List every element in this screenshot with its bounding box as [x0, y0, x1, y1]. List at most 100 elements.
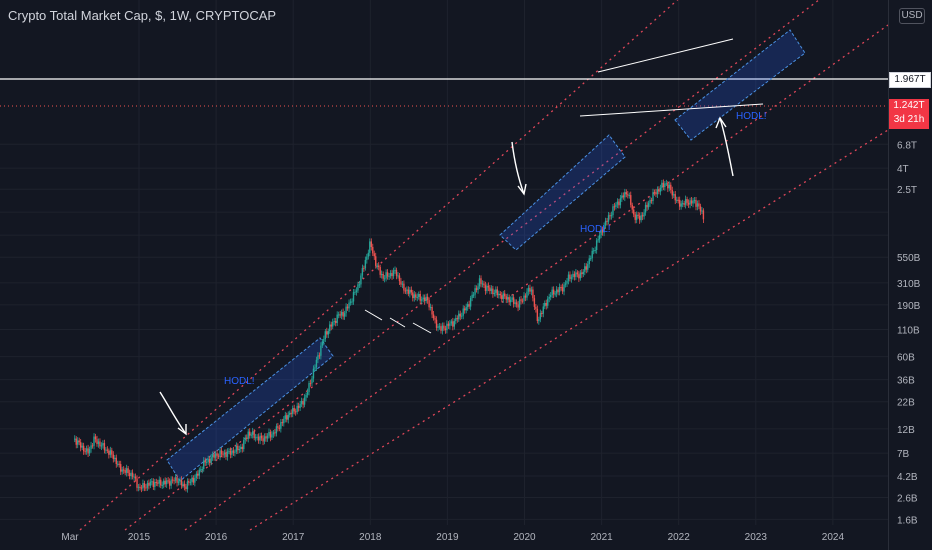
hodl-label: HODL!	[580, 224, 611, 235]
candle-body	[413, 294, 415, 299]
candle-body	[247, 431, 249, 439]
x-tick-label: 2022	[668, 532, 691, 543]
candle-body	[698, 203, 700, 207]
candle-body	[266, 435, 269, 439]
hodl-channel-box	[674, 29, 806, 141]
candle-body	[122, 469, 125, 471]
candle-body	[269, 431, 272, 438]
candle-body	[326, 331, 328, 335]
candle-body	[256, 436, 258, 438]
candle-body	[188, 481, 190, 483]
y-tick-label: 1.6B	[897, 515, 918, 526]
x-tick-label: 2018	[359, 532, 382, 543]
candle-body	[397, 275, 399, 277]
candle-body	[429, 306, 432, 308]
candle-body	[253, 431, 255, 438]
arrow-icon	[511, 141, 525, 195]
candle-body	[504, 293, 506, 297]
candle-body	[456, 318, 458, 320]
candle-body	[223, 452, 226, 455]
price-axis[interactable]: 6.8T 4T 2.5T 550B 310B 190B 110B 60B 36B 22B 12B 7B…	[897, 140, 921, 526]
candle-body	[558, 286, 561, 293]
candle-body	[566, 280, 568, 284]
candle-body	[229, 450, 232, 455]
candle-body	[369, 241, 371, 253]
x-tick-label: 2015	[128, 532, 151, 543]
candle-body	[684, 199, 687, 205]
candle-body	[345, 306, 347, 314]
x-tick-label: 2021	[590, 532, 613, 543]
candle-body	[238, 449, 241, 451]
candle-body	[446, 323, 448, 331]
candle-body	[466, 304, 469, 308]
candle-body	[128, 473, 131, 477]
candle-body	[217, 455, 220, 457]
candle-body	[370, 241, 372, 247]
candle-body	[77, 440, 79, 445]
candle-body	[475, 288, 478, 290]
candle-body	[275, 426, 278, 434]
candle-body	[363, 268, 365, 270]
candle-body	[575, 272, 577, 277]
currency-badge[interactable]: USD	[899, 8, 925, 24]
candle-body	[79, 442, 82, 448]
candle-body	[395, 269, 398, 276]
candle-body	[563, 284, 565, 292]
candle-body	[472, 294, 475, 296]
candle-body	[526, 291, 528, 298]
candle-body	[555, 289, 558, 294]
candle-body	[426, 296, 429, 301]
candle-body	[544, 303, 546, 307]
candle-body	[321, 341, 324, 346]
candle-body	[254, 437, 257, 439]
candle-body	[483, 283, 485, 286]
candle-body	[539, 313, 542, 320]
candle-body	[105, 449, 107, 451]
y-tick-label: 310B	[897, 279, 921, 290]
candle-body	[495, 289, 497, 293]
triangle-upper-line	[597, 38, 734, 73]
candle-body	[560, 286, 562, 288]
candle-body	[284, 415, 286, 419]
candle-body	[501, 295, 503, 300]
candle-body	[502, 293, 504, 300]
candle-body	[489, 287, 491, 292]
candle-body	[197, 473, 199, 476]
candle-body	[406, 289, 408, 291]
candle-body	[572, 273, 574, 278]
y-tick-label: 110B	[897, 325, 920, 336]
candle-body	[687, 202, 690, 205]
candle-body	[659, 187, 662, 192]
y-tick-label: 190B	[897, 301, 921, 312]
candle-body	[474, 288, 476, 295]
candle-body	[487, 285, 490, 288]
candle-body	[459, 313, 461, 317]
bar-countdown: 3d 21h	[893, 114, 925, 125]
candle-body	[225, 452, 227, 457]
candle-body	[346, 306, 349, 309]
candle-body	[492, 288, 494, 295]
time-axis[interactable]: Mar 2015 2016 2017 2018 2019 2020 2021 2022 2023 2…	[61, 532, 844, 543]
chart-title: Crypto Total Market Cap, $, 1W, CRYPTOCA…	[8, 8, 277, 23]
candle-body	[231, 450, 233, 455]
candle-body	[441, 325, 444, 331]
candle-body	[533, 298, 536, 307]
candle-body	[615, 204, 617, 207]
candle-body	[320, 345, 322, 356]
candle-body	[693, 200, 696, 202]
candle-body	[386, 272, 389, 277]
candle-body	[235, 445, 238, 452]
candle-body	[686, 199, 688, 203]
candle-body	[594, 249, 596, 251]
candle-body	[597, 239, 599, 241]
candle-body	[121, 469, 123, 472]
candle-body	[111, 450, 113, 455]
x-tick-label: 2017	[282, 532, 305, 543]
candle-body	[204, 460, 206, 463]
candle-body	[389, 273, 392, 277]
candle-body	[511, 297, 513, 300]
candle-body	[75, 438, 77, 445]
candle-body	[409, 289, 411, 294]
y-tick-label: 12B	[897, 425, 915, 436]
